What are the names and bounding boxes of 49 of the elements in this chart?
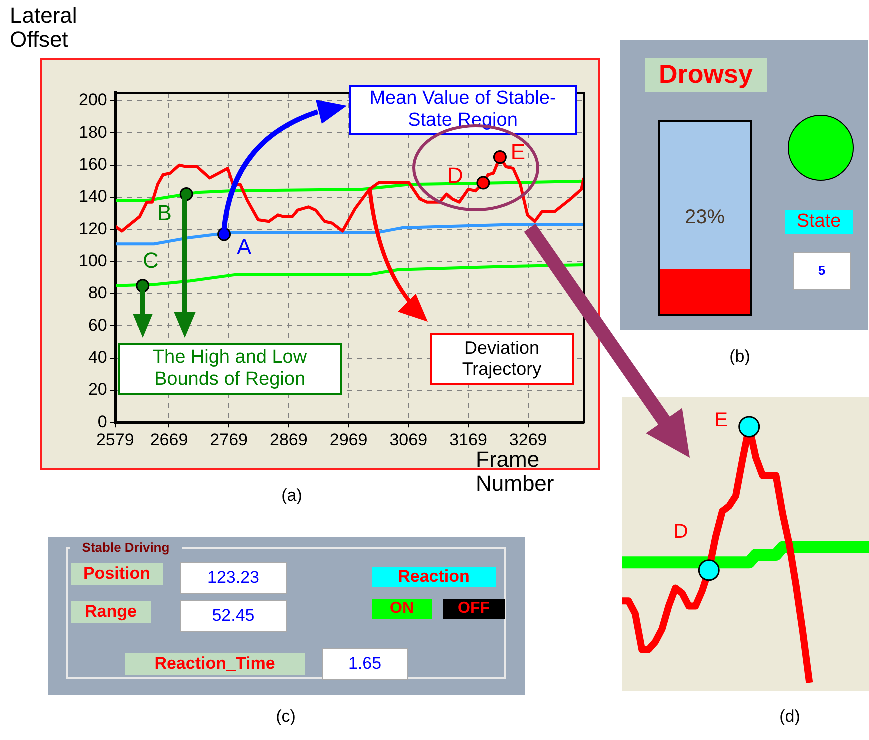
text-box: Deviation Trajectory [430,333,574,385]
text: State [785,210,853,234]
text: (b) [728,346,752,368]
y-tick-label: 20 [88,380,108,400]
x-tick-label: 2869 [270,430,308,450]
text: ON [372,599,432,619]
text-box: The High and Low Bounds of Region [118,343,342,395]
y-tick-label: 100 [78,252,108,271]
y-tick-label: 40 [88,348,108,367]
text: (c) [275,706,297,728]
x-tick-label: 3169 [450,430,488,450]
y-tick-label: 80 [88,284,108,303]
x-tick-label: 2669 [150,430,188,450]
text: 52.45 [180,600,287,632]
text: Position [71,563,163,585]
annotation: C [142,248,159,273]
x-tick-label: 2769 [210,430,248,450]
text: Reaction_Time [125,653,305,675]
x-axis-title: Frame Number [476,447,556,496]
annotation: D [448,163,464,188]
text: 1.65 [322,648,408,680]
y-axis-title: Lateral Offset [10,3,78,52]
y-tick-label: 120 [78,219,108,238]
y-tick-label: 160 [78,155,108,174]
text: 5 [793,252,851,290]
annotation: E [510,139,526,164]
chart-title: Drowsy [645,58,767,92]
y-tick-label: 180 [78,122,108,142]
data-label: 23% [684,206,726,229]
text: 123.23 [180,562,287,594]
text: Stable Driving [70,540,182,556]
y-tick-label: 0 [98,412,108,432]
y-tick-label: 200 [78,90,108,110]
x-tick-label: 2969 [330,430,368,450]
text: (d) [778,706,802,728]
annotation: A [236,234,252,260]
x-tick-label: 2579 [96,430,134,450]
text-box: Mean Value of Stable-State Region [349,85,577,135]
annotation: B [157,200,172,226]
x-tick-label: 3069 [390,430,428,450]
annotation: E [714,410,728,432]
text: (a) [280,485,304,508]
text: Range [71,601,151,623]
y-tick-label: 140 [78,187,108,206]
text: Reaction [372,567,496,587]
y-tick-label: 60 [88,316,108,335]
x-tick-label: 3269 [509,430,548,450]
annotation: D [674,520,688,543]
text: OFF [443,599,505,619]
